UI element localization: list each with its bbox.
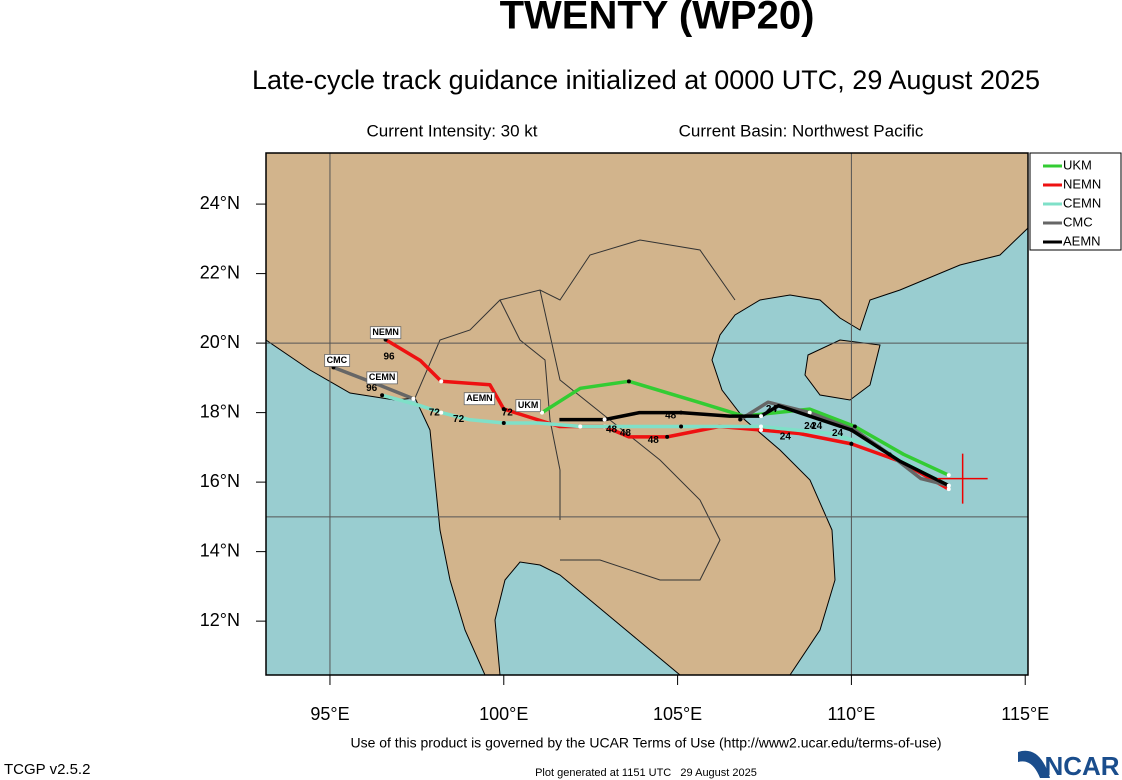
hour-label: 48 [620, 428, 632, 439]
hour-label: 24 [832, 428, 844, 439]
x-tick-label: 105°E [653, 704, 702, 724]
track-point [439, 379, 444, 384]
hour-label: 24 [780, 432, 792, 443]
y-tick-label: 18°N [200, 401, 240, 421]
track [559, 403, 950, 488]
track-point [679, 410, 684, 415]
hour-label: 48 [648, 435, 660, 446]
track-point [807, 410, 812, 415]
hour-label: 96 [366, 383, 378, 394]
version: TCGP v2.5.2 [4, 761, 90, 778]
track-point [626, 379, 631, 384]
hour-label: 24 [811, 421, 823, 432]
hour-label: 24 [804, 421, 816, 432]
logo-mark [1018, 750, 1050, 778]
track-point [759, 424, 764, 429]
border [539, 289, 721, 581]
y-tick-label: 14°N [200, 540, 240, 560]
model-label: CEMN [369, 372, 396, 382]
track-point [501, 421, 506, 426]
hour-label: 48 [665, 411, 677, 422]
hour-label: 72 [502, 407, 514, 418]
sea [266, 339, 486, 675]
track-point [946, 487, 951, 492]
y-tick-label: 24°N [200, 193, 240, 213]
model-label-box [366, 371, 398, 385]
intensity: Current Intensity: 30 kt [366, 121, 537, 140]
chart-subtitle: Late-cycle track guidance initialized at… [252, 65, 1040, 95]
track-point [665, 434, 670, 439]
track-point [380, 393, 385, 398]
model-label-box [369, 326, 402, 340]
chart-title: TWENTY (WP20) [500, 0, 815, 38]
x-tick-label: 110°E [827, 704, 875, 724]
track-point [849, 441, 854, 446]
track-point [849, 427, 854, 432]
track-point [578, 424, 583, 429]
legend-label: NEMN [1063, 176, 1101, 191]
x-tick-label: 95°E [310, 704, 349, 724]
x-tick-label: 100°E [479, 704, 528, 724]
track-point [852, 424, 857, 429]
track [384, 338, 950, 491]
track-point [439, 410, 444, 415]
track-point [759, 427, 764, 432]
x-tick-label: 115°E [1001, 704, 1049, 724]
track [332, 365, 950, 488]
model-label-box [324, 354, 351, 367]
border [499, 299, 561, 520]
hour-label: 72 [429, 407, 441, 418]
model-label: NEMN [372, 327, 399, 337]
model-label: AEMN [466, 393, 493, 403]
hour-label: 72 [453, 414, 465, 425]
y-tick-label: 20°N [200, 332, 240, 352]
model-label-box [515, 399, 541, 413]
map [266, 153, 1028, 675]
logo: NCAR [1044, 751, 1119, 780]
model-label-box [463, 392, 496, 406]
legend-label: CEMN [1063, 195, 1101, 210]
track-point [946, 473, 951, 478]
legend-label: CMC [1063, 214, 1093, 229]
legend-label: AEMN [1063, 233, 1101, 248]
track-point [540, 410, 545, 415]
model-label: UKM [518, 400, 539, 410]
model-label: CMC [327, 355, 348, 365]
generated: Plot generated at 1151 UTC 29 August 202… [535, 767, 757, 779]
track-point [501, 407, 506, 412]
sea [494, 561, 681, 675]
track-point [602, 417, 607, 422]
island [804, 339, 881, 401]
hour-label: 48 [606, 425, 618, 436]
y-tick-label: 22°N [200, 262, 240, 282]
track-point [946, 483, 951, 488]
y-tick-label: 12°N [200, 610, 240, 630]
legend-label: UKM [1063, 157, 1092, 172]
hour-label: 24 [766, 404, 778, 415]
track-point [679, 424, 684, 429]
y-tick-label: 16°N [200, 471, 240, 491]
track-point [738, 417, 743, 422]
hour-label: 96 [383, 352, 395, 363]
track-point [759, 414, 764, 419]
legend [1029, 152, 1122, 251]
basin: Current Basin: Northwest Pacific [679, 121, 924, 140]
map-frame [265, 152, 1029, 676]
track [381, 393, 950, 488]
terms: Use of this product is governed by the U… [350, 735, 941, 751]
track-point [411, 396, 416, 401]
border [414, 239, 736, 399]
